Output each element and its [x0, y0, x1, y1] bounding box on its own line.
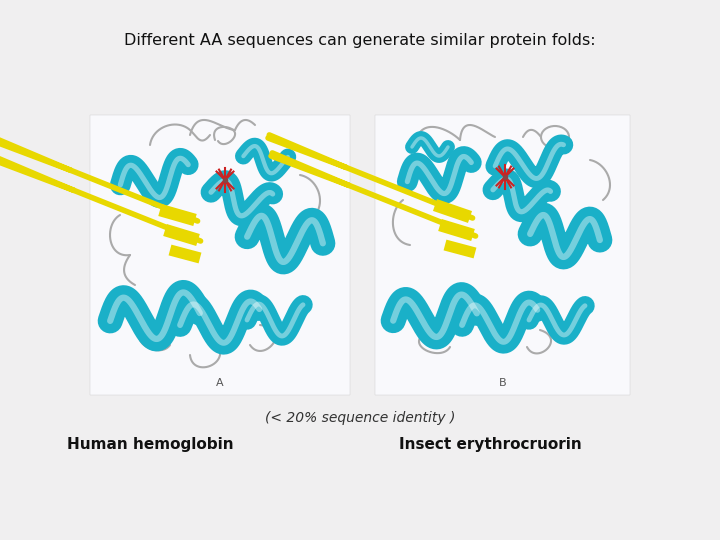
- FancyBboxPatch shape: [90, 115, 350, 395]
- Text: Human hemoglobin: Human hemoglobin: [67, 437, 233, 453]
- Text: (< 20% sequence identity ): (< 20% sequence identity ): [265, 411, 455, 425]
- Text: Insect erythrocruorin: Insect erythrocruorin: [399, 437, 581, 453]
- FancyBboxPatch shape: [375, 115, 630, 395]
- Text: B: B: [499, 378, 507, 388]
- Text: Different AA sequences can generate similar protein folds:: Different AA sequences can generate simi…: [124, 32, 596, 48]
- Text: A: A: [216, 378, 224, 388]
